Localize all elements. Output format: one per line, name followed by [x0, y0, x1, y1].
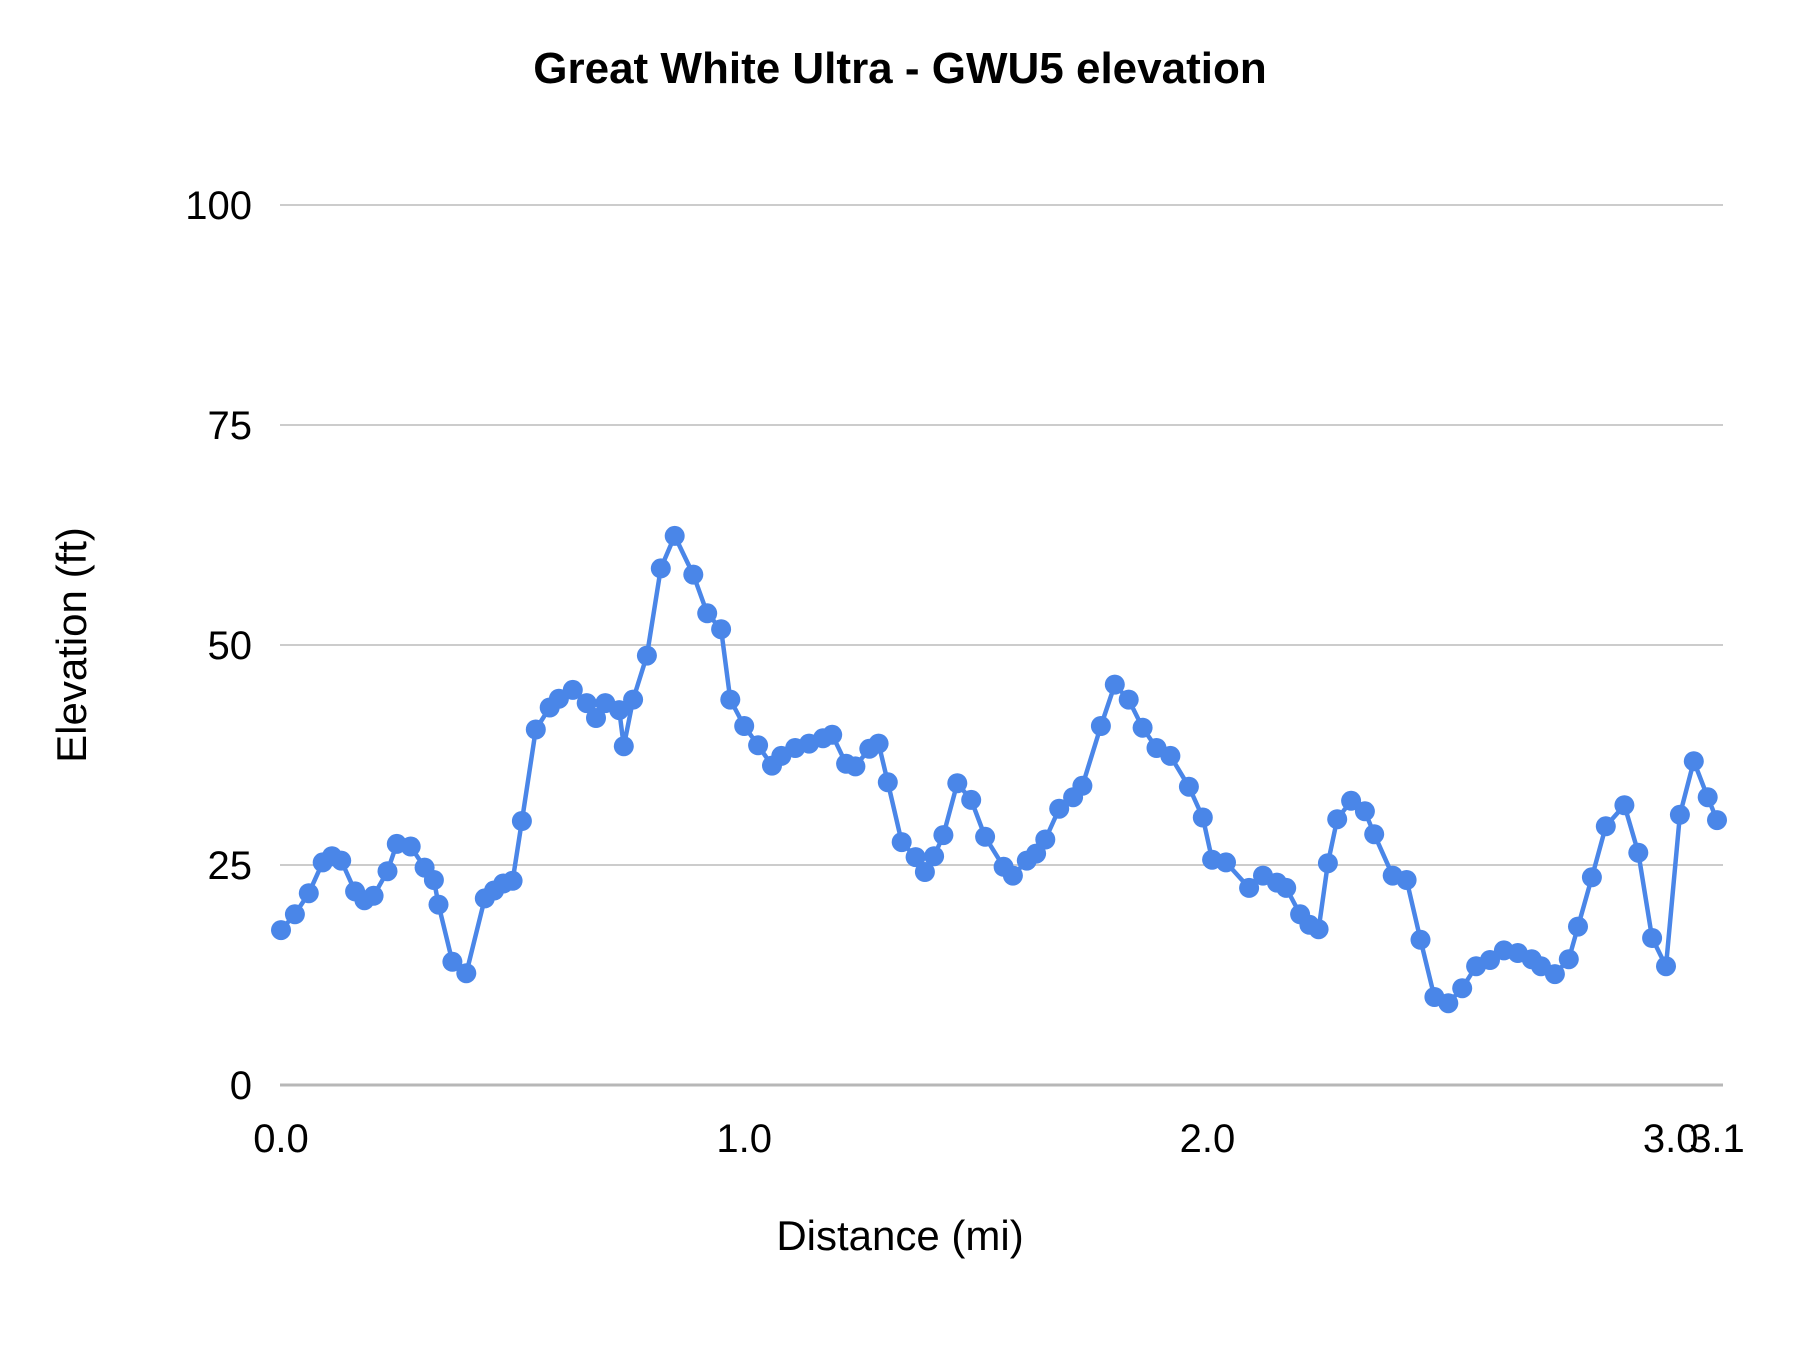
data-point: [562, 679, 583, 700]
data-point: [1276, 877, 1297, 898]
data-point: [1341, 790, 1362, 811]
data-point: [650, 558, 671, 579]
data-point: [1558, 949, 1579, 970]
data-point: [905, 847, 926, 868]
y-tick-label: 50: [208, 624, 253, 668]
data-point: [1669, 804, 1690, 825]
x-axis-title: Distance (mi): [776, 1212, 1024, 1259]
data-point: [1104, 674, 1125, 695]
data-point: [891, 832, 912, 853]
data-point: [1656, 956, 1676, 977]
data-point: [1364, 824, 1385, 845]
data-point: [1595, 816, 1616, 837]
x-tick-label: 0.0: [253, 1117, 309, 1161]
x-tick-label: 3.1: [1689, 1117, 1745, 1161]
data-point: [748, 735, 769, 756]
data-point: [1452, 978, 1473, 999]
data-point: [298, 883, 319, 904]
data-point: [1327, 809, 1348, 830]
y-tick-label: 75: [208, 404, 253, 448]
data-point: [284, 904, 305, 925]
data-point: [1178, 776, 1199, 797]
data-point: [1035, 829, 1056, 850]
data-point: [613, 736, 634, 757]
data-point: [664, 525, 685, 546]
data-point: [822, 724, 843, 745]
data-point: [1697, 787, 1718, 808]
data-point: [586, 708, 606, 728]
y-tick-label: 100: [185, 184, 252, 228]
data-point: [1308, 919, 1329, 940]
data-point: [1216, 852, 1236, 873]
data-point: [1438, 993, 1459, 1014]
data-point: [845, 756, 866, 777]
data-point: [1118, 689, 1139, 710]
data-point: [1317, 853, 1338, 874]
y-tick-label: 0: [230, 1064, 252, 1108]
data-point: [1568, 916, 1588, 937]
x-tick-label: 3.0: [1643, 1117, 1699, 1161]
data-point: [1544, 964, 1565, 985]
data-point: [1072, 775, 1093, 796]
data-point: [363, 885, 384, 906]
data-point: [428, 894, 449, 915]
data-point: [947, 773, 968, 794]
data-point: [1396, 870, 1417, 890]
data-point: [525, 719, 546, 740]
elevation-line: [278, 533, 1720, 1006]
data-point: [271, 920, 291, 941]
data-point: [423, 870, 444, 890]
x-tick-label: 1.0: [716, 1117, 772, 1161]
data-point: [609, 700, 630, 721]
data-point: [1090, 716, 1111, 736]
data-point: [377, 861, 398, 882]
data-point: [1581, 867, 1602, 888]
data-point: [1192, 807, 1213, 828]
data-point: [1132, 717, 1153, 738]
data-point: [961, 789, 982, 810]
data-point: [720, 689, 741, 710]
data-point: [1049, 798, 1070, 819]
data-point: [1628, 842, 1649, 863]
data-point: [400, 836, 421, 857]
data-point: [711, 619, 732, 640]
data-point: [1002, 865, 1023, 886]
data-point: [914, 862, 935, 882]
data-point: [877, 772, 898, 793]
data-point: [1410, 929, 1431, 950]
data-point: [1354, 801, 1375, 822]
data-point: [1239, 877, 1260, 898]
data-point: [1683, 751, 1704, 772]
data-point: [331, 850, 352, 871]
data-point: [1707, 810, 1727, 831]
data-point: [683, 564, 704, 585]
data-point: [456, 963, 477, 984]
data-point: [511, 811, 532, 831]
data-point: [636, 645, 657, 666]
data-point: [576, 693, 597, 714]
y-tick-label: 25: [208, 844, 253, 888]
data-point: [442, 951, 463, 972]
data-point: [623, 689, 644, 710]
data-point: [734, 716, 755, 736]
data-point: [697, 603, 718, 624]
chart-title: Great White Ultra - GWU5 elevation: [533, 44, 1267, 93]
data-point: [1026, 843, 1047, 864]
data-point: [975, 826, 996, 847]
data-point: [502, 870, 523, 891]
data-point: [1160, 745, 1181, 766]
data-point: [1642, 928, 1663, 948]
data-point: [924, 846, 945, 867]
data-point: [933, 825, 954, 846]
x-tick-label: 2.0: [1180, 1117, 1236, 1161]
data-point: [868, 733, 889, 754]
data-point: [1614, 795, 1635, 816]
data-point: [1480, 950, 1500, 970]
